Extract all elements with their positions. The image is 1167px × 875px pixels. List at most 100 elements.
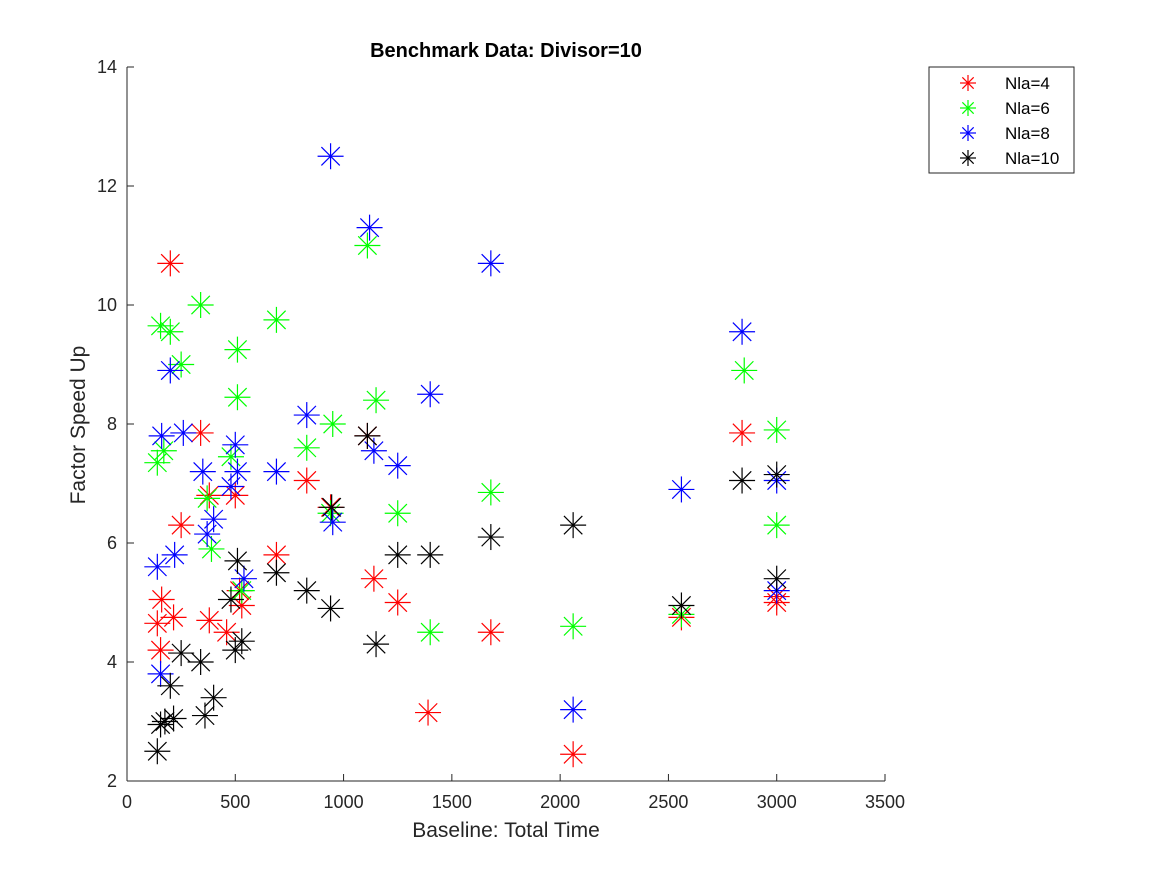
data-point: [228, 628, 255, 655]
legend-entry: Nla=8: [960, 124, 1050, 143]
data-point: [729, 318, 756, 345]
series-nla-6: [144, 232, 790, 646]
y-tick-label: 8: [107, 414, 117, 434]
legend-entry: Nla=6: [960, 99, 1050, 118]
data-point: [560, 696, 587, 723]
data-point: [147, 312, 174, 339]
data-point: [384, 589, 411, 616]
data-point: [157, 672, 184, 699]
x-tick-label: 1000: [324, 792, 364, 812]
data-point: [560, 512, 587, 539]
data-point: [160, 604, 187, 631]
series-nla-10: [144, 422, 790, 765]
data-point: [263, 458, 290, 485]
data-point: [319, 411, 346, 437]
data-point: [230, 565, 257, 592]
legend-marker: [960, 125, 976, 141]
data-point: [224, 384, 251, 411]
data-point: [731, 357, 758, 384]
data-point: [763, 512, 790, 539]
data-point: [354, 422, 381, 449]
data-point: [318, 494, 345, 521]
data-point: [668, 592, 695, 619]
data-point: [147, 637, 174, 664]
data-point: [729, 419, 756, 446]
y-tick-label: 14: [97, 57, 117, 77]
x-tick-label: 3500: [865, 792, 905, 812]
data-point: [168, 351, 195, 378]
data-point: [200, 506, 227, 533]
data-point: [224, 336, 251, 363]
data-point: [222, 431, 249, 458]
data-point: [168, 512, 195, 539]
data-point: [157, 357, 184, 384]
data-point: [224, 547, 251, 574]
y-tick-label: 12: [97, 176, 117, 196]
data-point: [363, 631, 390, 658]
y-axis-label: Factor Speed Up: [67, 346, 90, 505]
x-axis-label: Baseline: Total Time: [412, 819, 600, 842]
data-point: [415, 699, 442, 726]
data-point: [187, 292, 214, 318]
data-point: [356, 214, 383, 241]
data-point: [560, 741, 587, 768]
x-tick-label: 0: [122, 792, 132, 812]
data-point: [477, 250, 504, 277]
data-point: [763, 416, 790, 443]
x-tick-label: 3000: [757, 792, 797, 812]
plot-area: [126, 67, 885, 782]
data-point: [196, 607, 223, 634]
data-point: [293, 467, 320, 494]
x-tick-label: 500: [220, 792, 250, 812]
data-point: [148, 422, 175, 449]
series-nla-8: [144, 143, 790, 723]
data-point: [198, 535, 225, 562]
data-point: [189, 458, 216, 485]
data-point: [187, 649, 214, 675]
legend-entry: Nla=10: [960, 149, 1059, 168]
x-tick-label: 2500: [648, 792, 688, 812]
data-point: [319, 509, 346, 536]
data-point: [560, 613, 587, 640]
legend-label: Nla=10: [1005, 149, 1059, 168]
data-point: [200, 684, 227, 711]
data-point: [317, 595, 344, 622]
legend-box: [928, 66, 1075, 174]
data-point: [354, 232, 381, 259]
data-point: [293, 402, 320, 429]
data-point: [157, 250, 184, 277]
data-point: [217, 586, 244, 613]
data-point: [263, 306, 290, 333]
x-tick-label: 2000: [540, 792, 580, 812]
legend-label: Nla=4: [1005, 74, 1050, 93]
y-axis-ticks: 2 4 6 8 10 12 14: [97, 57, 134, 791]
data-point: [417, 541, 444, 568]
data-point: [293, 434, 320, 461]
data-point: [477, 619, 504, 646]
y-tick-label: 2: [107, 771, 117, 791]
data-point: [144, 738, 171, 765]
data-point: [384, 541, 411, 568]
legend-marker: [960, 75, 976, 91]
data-markers: [144, 143, 790, 768]
data-point: [147, 660, 174, 687]
data-point: [384, 500, 411, 527]
data-point: [417, 619, 444, 646]
y-tick-label: 4: [107, 652, 117, 672]
data-point: [170, 419, 197, 446]
legend-marker: [960, 150, 976, 166]
data-point: [224, 458, 251, 485]
legend-marker: [960, 100, 976, 116]
x-tick-label: 1500: [432, 792, 472, 812]
data-point: [293, 577, 320, 604]
data-point: [168, 640, 195, 667]
data-point: [263, 559, 290, 586]
data-point: [417, 381, 444, 408]
data-point: [157, 318, 184, 345]
legend-entry: Nla=4: [960, 74, 1050, 93]
data-point: [144, 553, 171, 580]
data-point: [763, 461, 790, 488]
legend-label: Nla=8: [1005, 124, 1050, 143]
data-point: [148, 586, 175, 613]
